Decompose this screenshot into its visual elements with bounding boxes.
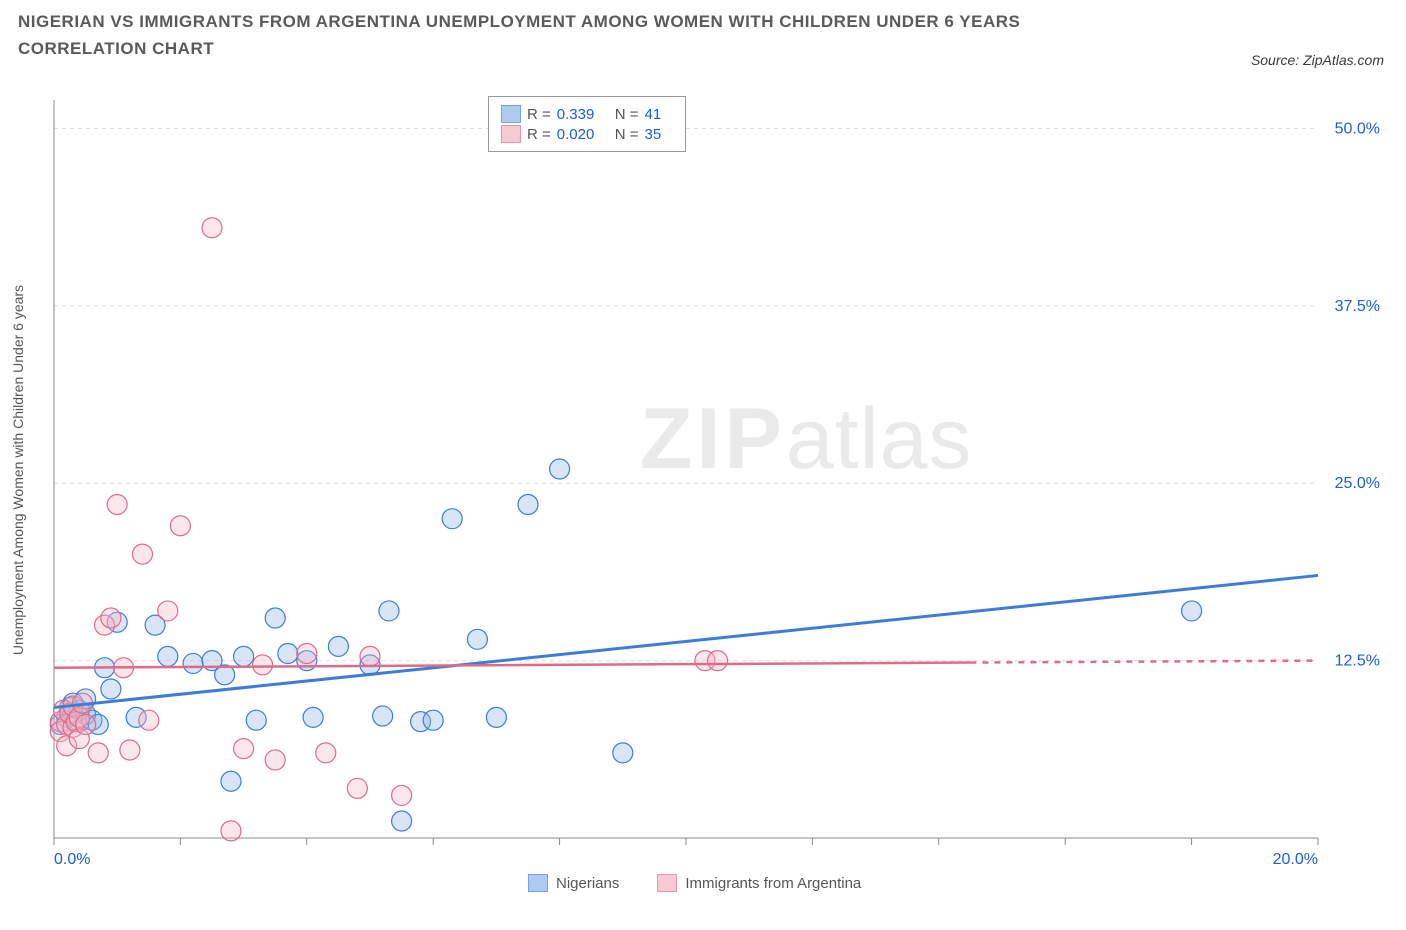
legend-label: Immigrants from Argentina [685, 875, 861, 892]
data-point [202, 218, 222, 238]
y-axis-label: Unemployment Among Women with Children U… [10, 285, 26, 655]
data-point [1182, 601, 1202, 621]
data-point [170, 516, 190, 536]
data-point [234, 646, 254, 666]
y-tick-label: 50.0% [1335, 120, 1380, 137]
chart-title: NIGERIAN VS IMMIGRANTS FROM ARGENTINA UN… [18, 8, 1118, 62]
n-value: 35 [645, 126, 673, 143]
data-point [550, 459, 570, 479]
data-point [303, 707, 323, 727]
data-point [120, 740, 140, 760]
data-point [132, 544, 152, 564]
data-point [379, 601, 399, 621]
r-label: R = [527, 126, 551, 143]
data-point [486, 707, 506, 727]
x-tick-label: 0.0% [54, 851, 90, 868]
data-point [518, 494, 538, 514]
data-point [158, 601, 178, 621]
data-point [221, 821, 241, 841]
series-legend: Nigerians Immigrants from Argentina [528, 874, 861, 892]
data-point [76, 714, 96, 734]
data-point [107, 494, 127, 514]
trend-line [54, 575, 1318, 707]
correlation-stats-box: R = 0.339 N = 41 R = 0.020 N = 35 [488, 96, 686, 152]
data-point [278, 644, 298, 664]
data-point [101, 679, 121, 699]
x-tick-label: 20.0% [1273, 851, 1318, 868]
series-swatch [501, 125, 521, 143]
series-swatch [501, 105, 521, 123]
data-point [373, 706, 393, 726]
data-point [158, 646, 178, 666]
stats-row: R = 0.020 N = 35 [501, 125, 673, 143]
stats-row: R = 0.339 N = 41 [501, 105, 673, 123]
y-tick-label: 37.5% [1335, 298, 1380, 315]
data-point [234, 739, 254, 759]
r-value: 0.020 [557, 126, 609, 143]
n-label: N = [615, 126, 639, 143]
data-point [328, 636, 348, 656]
source-attribution: Source: ZipAtlas.com [1251, 52, 1384, 68]
data-point [708, 651, 728, 671]
data-point [392, 811, 412, 831]
data-point [265, 750, 285, 770]
y-tick-label: 12.5% [1335, 653, 1380, 670]
data-point [613, 743, 633, 763]
scatter-plot: 12.5% 25.0% 37.5% 50.0% 0.0% 20.0% [48, 94, 1388, 874]
data-point [265, 608, 285, 628]
r-label: R = [527, 106, 551, 123]
data-point [139, 710, 159, 730]
legend-swatch [528, 874, 548, 892]
data-point [467, 629, 487, 649]
y-tick-label: 25.0% [1335, 475, 1380, 492]
data-point [347, 778, 367, 798]
n-label: N = [615, 106, 639, 123]
legend-swatch [657, 874, 677, 892]
data-point [316, 743, 336, 763]
n-value: 41 [645, 106, 673, 123]
legend-label: Nigerians [556, 875, 619, 892]
data-point [360, 646, 380, 666]
data-point [101, 608, 121, 628]
data-point [221, 771, 241, 791]
r-value: 0.339 [557, 106, 609, 123]
data-point [442, 509, 462, 529]
data-point [183, 653, 203, 673]
data-point [88, 743, 108, 763]
data-point [297, 644, 317, 664]
data-point [246, 710, 266, 730]
data-point [253, 655, 273, 675]
data-point [392, 785, 412, 805]
data-point [423, 710, 443, 730]
